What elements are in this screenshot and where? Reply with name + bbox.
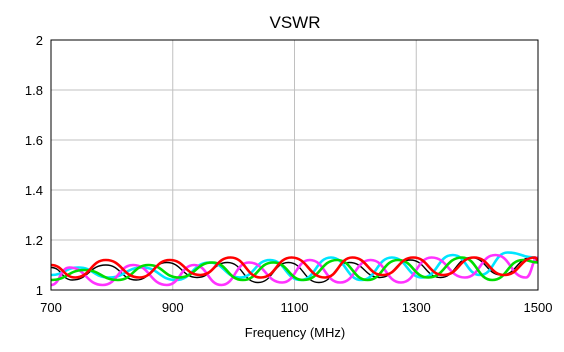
series-line-2 xyxy=(50,253,539,287)
x-tick-label-3: 1300 xyxy=(402,300,431,315)
plot-frame xyxy=(50,39,539,291)
x-tick-label-2: 1100 xyxy=(281,300,309,315)
x-tick-label-1: 900 xyxy=(162,300,184,315)
y-tick-labels: 1 1.2 1.4 1.6 1.8 2 xyxy=(25,33,43,298)
y-tick-label-2: 1.4 xyxy=(25,183,43,198)
x-tick-label-0: 700 xyxy=(40,300,62,315)
series-line-4 xyxy=(50,256,539,279)
chart-title: VSWR xyxy=(270,13,321,32)
x-tick-label-4: 1500 xyxy=(524,300,553,315)
y-tick-label-0: 1 xyxy=(36,283,43,298)
y-tick-label-4: 1.8 xyxy=(25,83,43,98)
y-tick-label-5: 2 xyxy=(36,33,43,48)
series-lines xyxy=(50,251,539,287)
grid-lines xyxy=(50,39,539,291)
x-axis-label: Frequency (MHz) xyxy=(245,325,345,340)
x-tick-labels: 700 900 1100 1300 1500 xyxy=(40,300,552,315)
y-tick-label-3: 1.6 xyxy=(25,133,43,148)
series-line-3 xyxy=(50,256,539,282)
y-tick-label-1: 1.2 xyxy=(25,233,43,248)
